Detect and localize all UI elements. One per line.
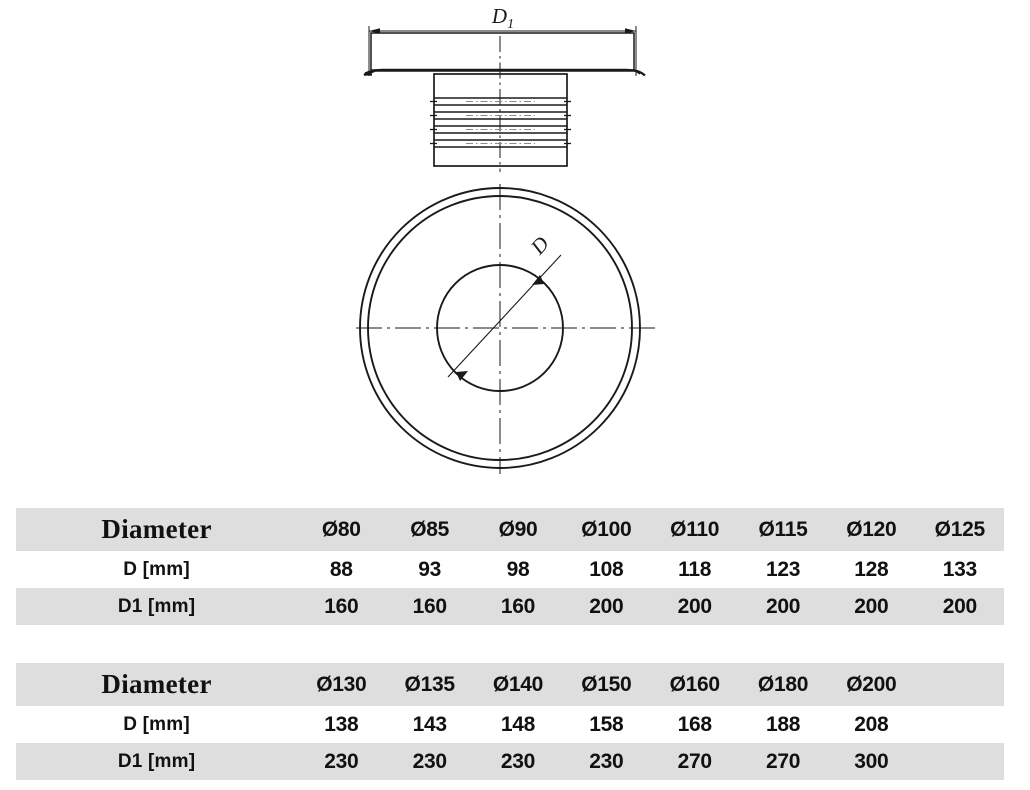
column-header: Ø90: [473, 508, 563, 551]
table-cell: 160: [473, 588, 563, 625]
table-cell: 300: [827, 743, 916, 780]
column-header: Ø180: [738, 663, 828, 706]
table-cell: 188: [738, 706, 828, 743]
table-row: D [mm] 88 93 98 108 118 123 128 133: [16, 551, 1004, 588]
label-d1-main: D: [491, 4, 507, 28]
table-cell: 158: [562, 706, 651, 743]
column-header: Ø100: [562, 508, 651, 551]
column-header: Ø80: [297, 508, 386, 551]
column-header: Ø160: [650, 663, 739, 706]
table-cell: 168: [650, 706, 739, 743]
label-d1-sub: 1: [507, 17, 514, 32]
column-header: Ø120: [827, 508, 916, 551]
column-header: Ø85: [385, 508, 474, 551]
table-cell: 270: [738, 743, 828, 780]
table-row: D [mm] 138 143 148 158 168 188 208: [16, 706, 1004, 743]
table-cell: 143: [385, 706, 474, 743]
column-header: Ø135: [385, 663, 474, 706]
table-cell: 128: [827, 551, 916, 588]
circular-plan-view: [356, 184, 660, 474]
diameter-table-1: Diameter Ø80 Ø85 Ø90 Ø100 Ø110 Ø115 Ø120…: [16, 508, 1004, 625]
column-header: Ø130: [297, 663, 386, 706]
table-cell: 230: [473, 743, 563, 780]
diameter-table-2: Diameter Ø130 Ø135 Ø140 Ø150 Ø160 Ø180 Ø…: [16, 663, 1004, 780]
table-cell: 200: [915, 588, 1004, 625]
table-cell: 208: [827, 706, 916, 743]
table-header-row: Diameter Ø80 Ø85 Ø90 Ø100 Ø110 Ø115 Ø120…: [16, 508, 1004, 551]
table-cell: 108: [562, 551, 651, 588]
rib-centermarks: [466, 101, 535, 144]
table-cell: 200: [827, 588, 916, 625]
table-cell-empty: [915, 706, 1004, 743]
table-cell-empty: [915, 743, 1004, 780]
row-label: D [mm]: [16, 551, 298, 588]
label-d1: D1: [491, 4, 514, 32]
flange-lip-right-taper: [633, 69, 646, 77]
table-cell: 270: [650, 743, 739, 780]
flange-side-section-view: [363, 26, 646, 172]
table-cell: 123: [738, 551, 828, 588]
table-cell: 230: [385, 743, 474, 780]
table-cell: 200: [738, 588, 828, 625]
specification-tables: Diameter Ø80 Ø85 Ø90 Ø100 Ø110 Ø115 Ø120…: [16, 508, 1006, 780]
column-header: Ø125: [915, 508, 1004, 551]
arrowhead-d-upper-icon: [532, 275, 544, 285]
table-cell: 118: [650, 551, 739, 588]
collar-edge-ticks: [430, 100, 571, 145]
arrowhead-d-lower-icon: [456, 371, 468, 381]
table-cell: 160: [297, 588, 386, 625]
table-cell: 88: [297, 551, 386, 588]
table-title: Diameter: [16, 508, 298, 551]
drawing-canvas: D1 D: [356, 4, 660, 474]
column-header: Ø150: [562, 663, 651, 706]
table-cell: 200: [650, 588, 739, 625]
row-label: D1 [mm]: [16, 743, 298, 780]
table-cell: 230: [297, 743, 386, 780]
table-row: D1 [mm] 230 230 230 230 270 270 300: [16, 743, 1004, 780]
table-title: Diameter: [16, 663, 298, 706]
table-cell: 148: [473, 706, 563, 743]
column-header: Ø115: [738, 508, 828, 551]
table-cell: 230: [562, 743, 651, 780]
column-header: Ø110: [650, 508, 739, 551]
table-cell: 160: [385, 588, 474, 625]
column-header: Ø140: [473, 663, 563, 706]
label-d: D: [525, 232, 554, 260]
table-cell: 93: [385, 551, 474, 588]
flange-plate-outline: [370, 32, 635, 71]
column-header-empty: [915, 663, 1004, 706]
table-header-row: Diameter Ø130 Ø135 Ø140 Ø150 Ø160 Ø180 Ø…: [16, 663, 1004, 706]
dimension-line-d: [447, 254, 562, 378]
table-cell: 98: [473, 551, 563, 588]
column-header: Ø200: [827, 663, 916, 706]
table-row: D1 [mm] 160 160 160 200 200 200 200 200: [16, 588, 1004, 625]
row-label: D [mm]: [16, 706, 298, 743]
row-label: D1 [mm]: [16, 588, 298, 625]
table-cell: 133: [915, 551, 1004, 588]
table-cell: 138: [297, 706, 386, 743]
table-cell: 200: [562, 588, 651, 625]
technical-drawing: D1 D: [356, 4, 660, 474]
